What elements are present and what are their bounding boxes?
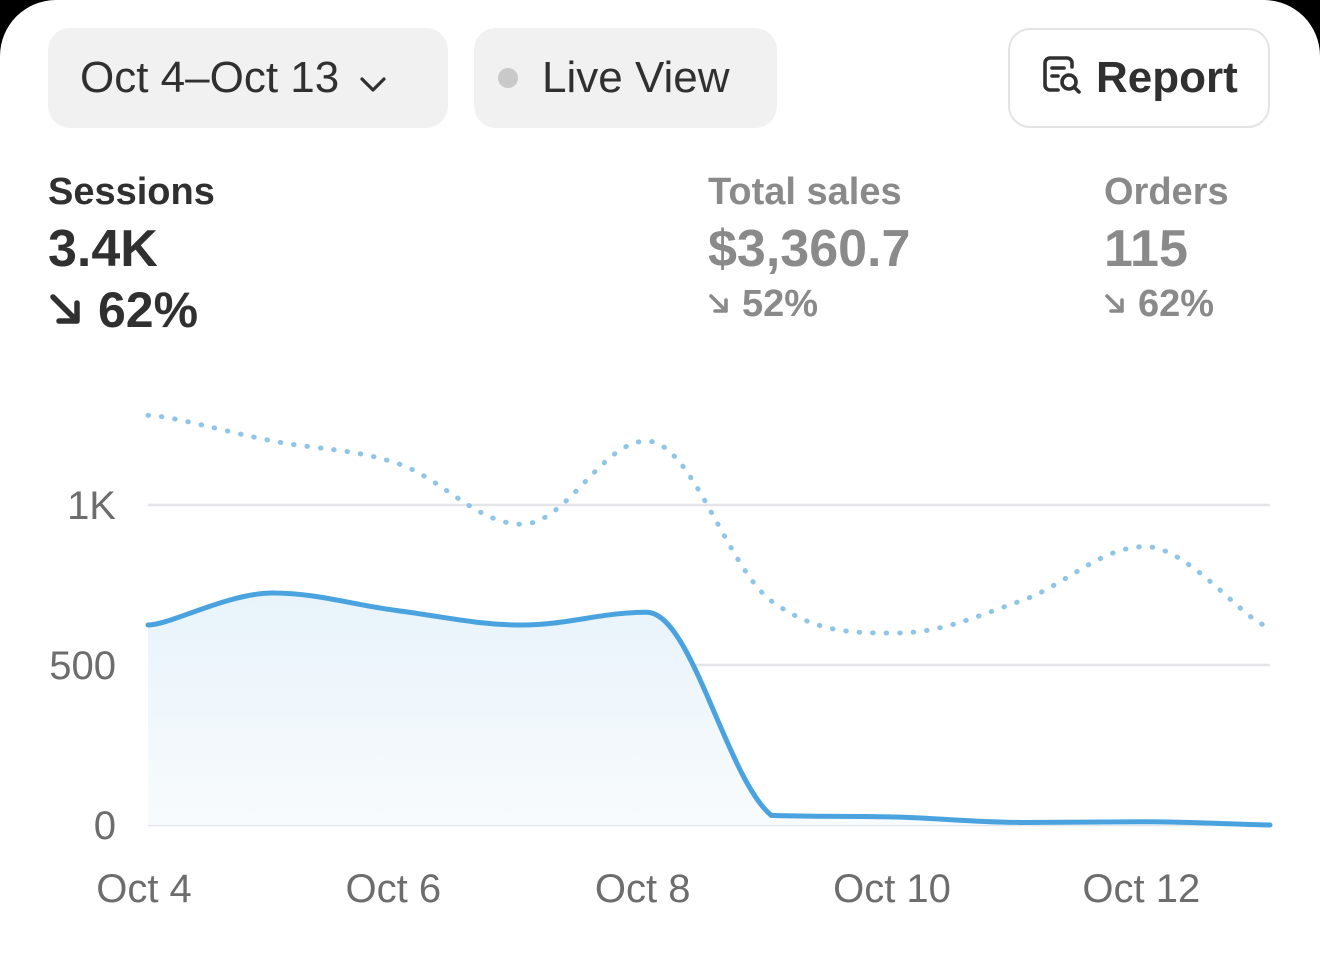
arrow-down-right-icon (1105, 294, 1124, 313)
orders-delta: 62% (1104, 280, 1229, 328)
report-button[interactable]: Report (1008, 28, 1270, 128)
sessions-label: Sessions (48, 171, 215, 213)
sessions-comparison-line (145, 412, 1273, 636)
arrow-down-right-icon (709, 294, 728, 313)
y-tick-label: 500 (49, 644, 116, 688)
sessions-value: 3.4K (48, 220, 158, 278)
sessions-delta-value: 62% (98, 282, 199, 338)
date-range-label: Oct 4–Oct 13 (80, 53, 340, 102)
sessions-chart: 0 500 1K Oct 4 Oct 6 Oct 8 Oct 10 Oct 12 (49, 412, 1273, 911)
report-search-icon (1042, 55, 1082, 108)
live-view-button[interactable]: Live View (474, 28, 777, 128)
sessions-area-fill (148, 593, 1270, 825)
date-range-button[interactable]: Oct 4–Oct 13 (48, 28, 448, 128)
x-tick-label: Oct 10 (833, 867, 951, 911)
chevron-down-icon (359, 55, 387, 105)
x-tick-label: Oct 8 (595, 867, 691, 911)
y-tick-label: 0 (94, 804, 116, 848)
x-tick-label: Oct 4 (96, 867, 192, 911)
metric-sessions[interactable]: Sessions 3.4K 62% (48, 168, 215, 340)
live-view-label: Live View (542, 53, 730, 102)
report-label: Report (1096, 53, 1238, 102)
total-sales-delta-value: 52% (742, 283, 819, 325)
total-sales-label: Total sales (708, 171, 902, 213)
orders-delta-value: 62% (1138, 283, 1215, 325)
arrow-down-right-icon (50, 294, 80, 324)
y-tick-label: 1K (67, 484, 116, 528)
sessions-current-line (145, 590, 1273, 828)
sessions-delta: 62% (48, 280, 215, 340)
metric-orders[interactable]: Orders 115 62% (1104, 168, 1229, 328)
metric-total-sales[interactable]: Total sales $3,360.7 52% (708, 168, 910, 328)
x-tick-label: Oct 12 (1082, 867, 1200, 911)
total-sales-value: $3,360.7 (708, 220, 911, 278)
live-dot-icon (498, 68, 518, 88)
orders-value: 115 (1104, 220, 1188, 278)
total-sales-delta: 52% (708, 280, 910, 328)
x-tick-label: Oct 6 (346, 867, 442, 911)
orders-label: Orders (1104, 171, 1229, 213)
